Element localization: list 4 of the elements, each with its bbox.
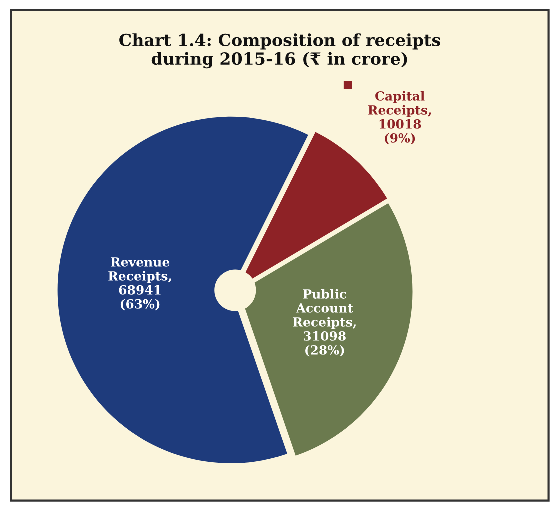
- slice-label: Capital Receipts, 10018 (9%): [368, 91, 432, 145]
- slice-label: Public Account Receipts, 31098 (28%): [293, 289, 356, 357]
- chart-title: Chart 1.4: Composition of receipts during 2015-16 (₹ in crore): [120, 34, 440, 69]
- slice-label: Revenue Receipts, 68941 (63%): [108, 258, 172, 311]
